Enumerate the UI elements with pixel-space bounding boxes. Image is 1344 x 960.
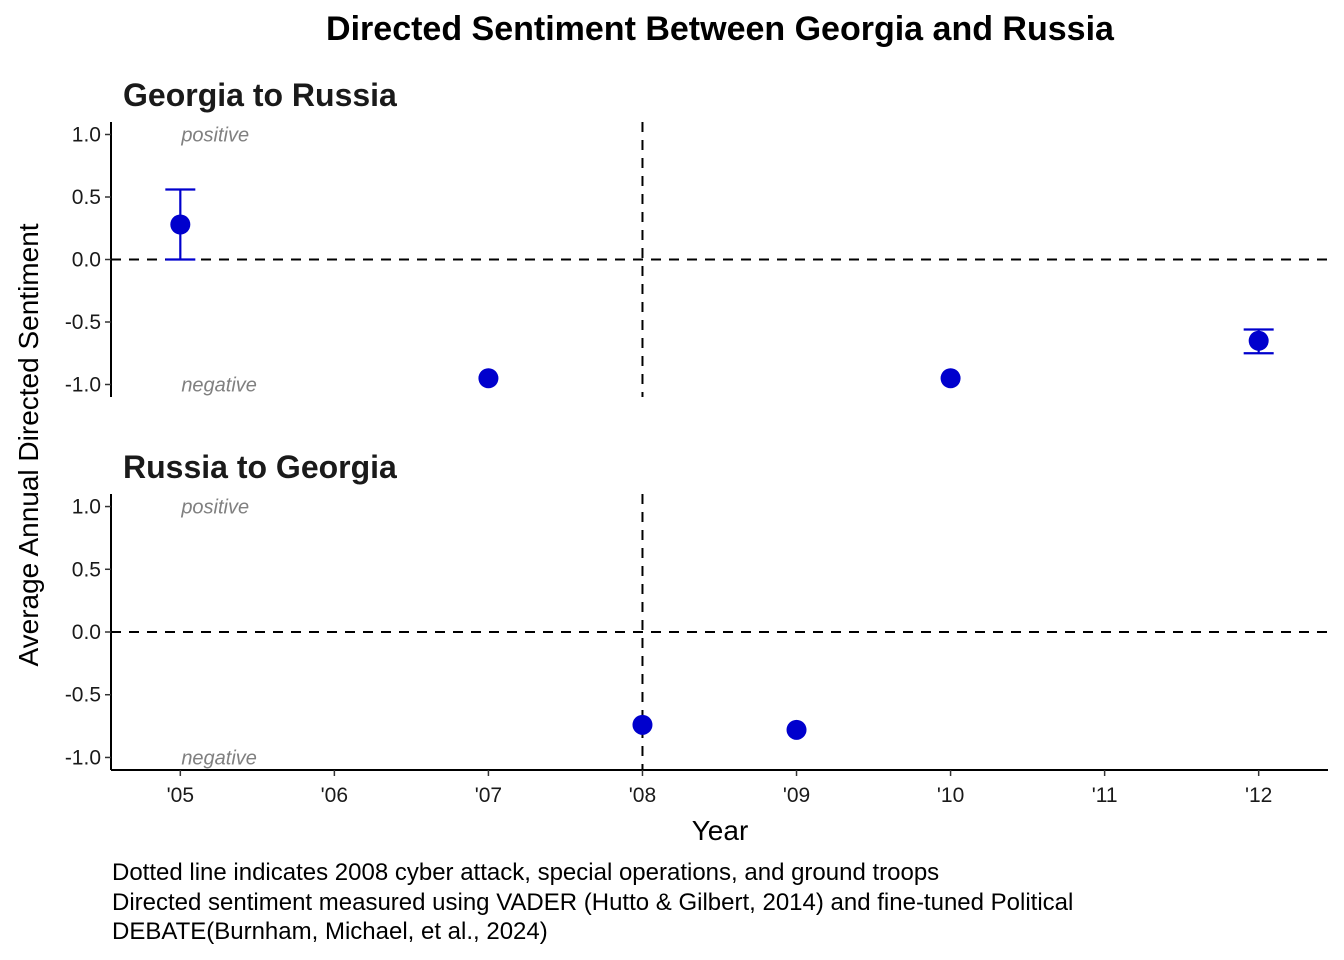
caption-line-1: Dotted line indicates 2008 cyber attack,… [112, 859, 939, 886]
data-point [632, 714, 653, 735]
x-tick-label: '09 [783, 784, 810, 807]
chart-title: Directed Sentiment Between Georgia and R… [326, 10, 1115, 48]
y-tick-label: -1.0 [65, 746, 101, 769]
y-tick-label: 0.5 [72, 186, 101, 209]
annotation-positive: positive [180, 497, 249, 519]
x-tick-label: '10 [937, 784, 964, 807]
data-point [940, 368, 961, 389]
x-tick-label: '11 [1092, 784, 1118, 807]
y-tick-label: -0.5 [65, 311, 101, 334]
y-tick-label: 0.5 [72, 558, 101, 581]
y-tick-label: 1.0 [72, 496, 101, 519]
y-axis-title: Average Annual Directed Sentiment [13, 223, 44, 666]
x-tick-label: '08 [629, 784, 656, 807]
y-tick-label: -0.5 [65, 684, 101, 707]
x-tick-label: '07 [475, 784, 502, 807]
y-tick-label: 1.0 [72, 124, 101, 147]
panel-1: 1.0 0.5 0.0 -0.5 -1.0 positive negative [65, 494, 1328, 770]
panel-0: 1.0 0.5 0.0 -0.5 -1.0 positive negative [65, 122, 1328, 397]
caption-line-3: DEBATE(Burnham, Michael, et al., 2024) [112, 918, 548, 945]
caption-line-2: Directed sentiment measured using VADER … [112, 889, 1073, 916]
x-tick-label: '06 [321, 784, 348, 807]
data-point [786, 719, 807, 740]
y-tick-label: 0.0 [72, 249, 101, 272]
x-axis-title: Year [692, 815, 749, 846]
y-tick-label: 0.0 [72, 621, 101, 644]
annotation-positive: positive [180, 125, 249, 147]
data-point [1248, 330, 1269, 351]
data-point [478, 368, 499, 389]
x-tick-label: '12 [1245, 784, 1272, 807]
annotation-negative: negative [181, 375, 257, 397]
data-point [170, 214, 191, 235]
x-tick-label: '05 [167, 784, 194, 807]
panel-title-georgia-to-russia: Georgia to Russia [123, 77, 397, 113]
panel-title-russia-to-georgia: Russia to Georgia [123, 449, 397, 485]
y-tick-label: -1.0 [65, 374, 101, 397]
annotation-negative: negative [181, 747, 257, 769]
